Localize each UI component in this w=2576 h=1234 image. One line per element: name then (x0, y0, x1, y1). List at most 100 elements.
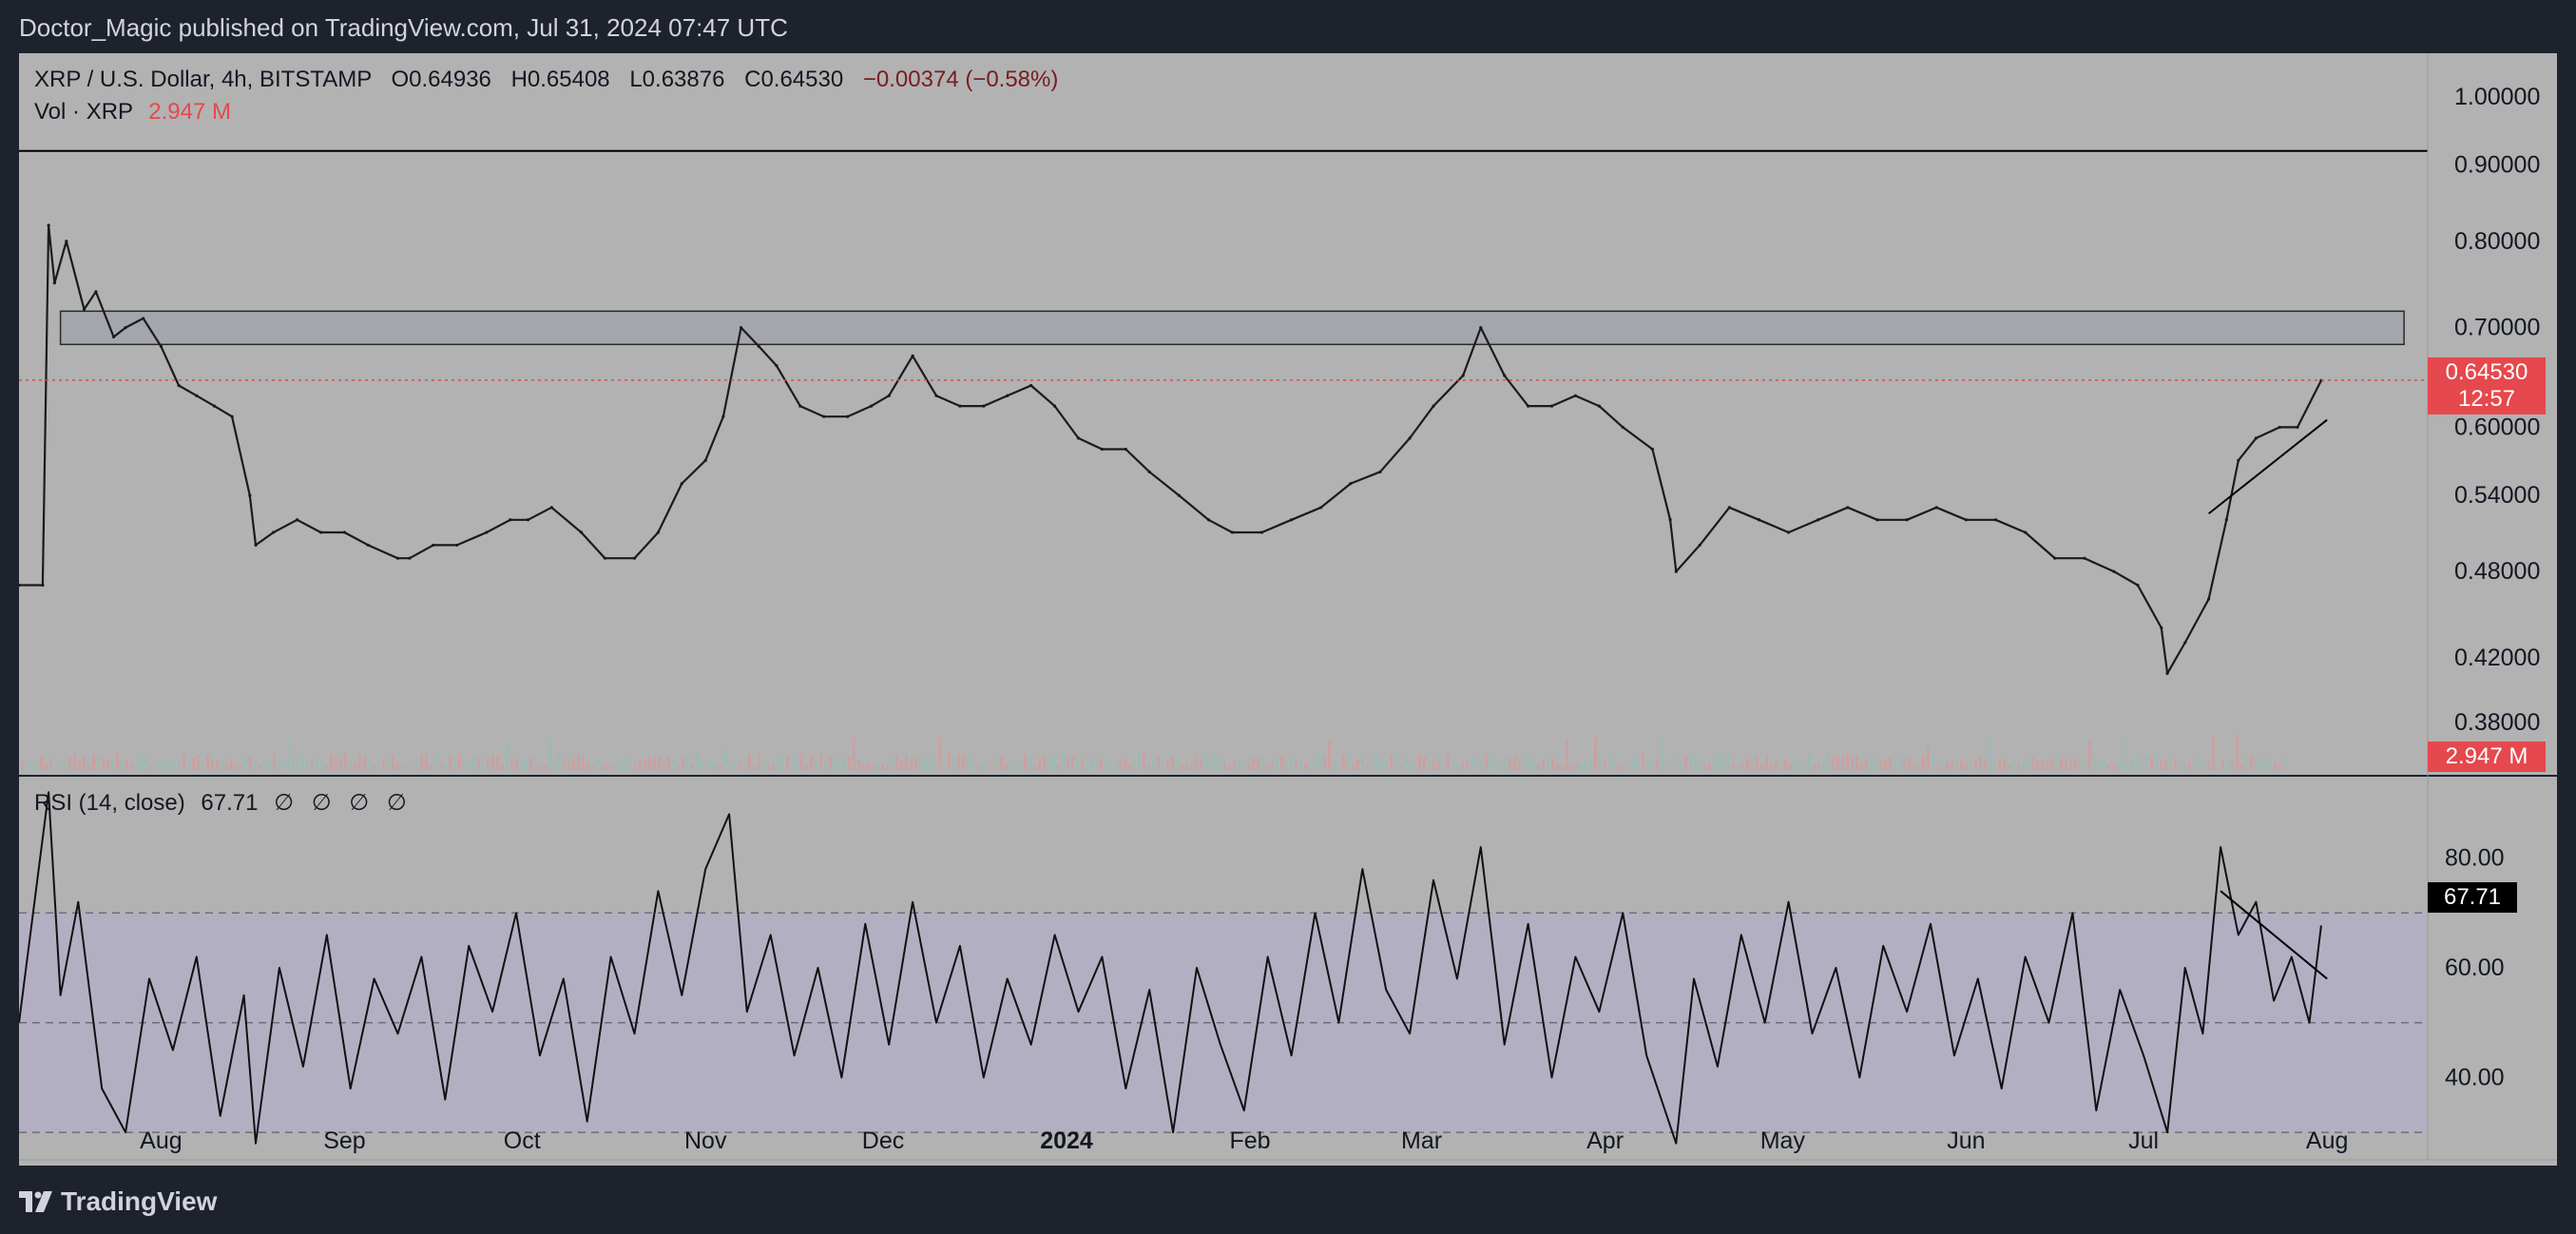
price-point (869, 404, 874, 408)
volume-bar (2245, 757, 2248, 770)
volume-bar (1979, 755, 1982, 770)
volume-bar (1095, 757, 1098, 770)
volume-bar (40, 757, 43, 770)
volume-bar (1147, 765, 1150, 770)
tradingview-logo[interactable]: TradingView (19, 1186, 217, 1217)
rsi-label: RSI (14, close) (34, 790, 185, 816)
volume-bar (1219, 757, 1221, 770)
volume-bar (87, 764, 90, 770)
volume-bar (606, 763, 608, 770)
close-value: C0.64530 (744, 67, 844, 92)
volume-bar (2274, 762, 2277, 770)
price-axis-tick-label: 0.42000 (2454, 645, 2540, 671)
price-point (1408, 436, 1412, 440)
chart-canvas[interactable]: 1.00000 0.90000 0.80000 0.70000 0.60000 0.540… (19, 53, 2557, 1166)
volume-bar (1703, 765, 1706, 770)
volume-bar (1855, 756, 1858, 770)
volume-bar (544, 764, 547, 770)
volume-bar (1642, 753, 1644, 770)
volume-bar (2236, 734, 2239, 770)
volume-bar (1171, 756, 1174, 770)
volume-bar (1062, 753, 1065, 770)
price-point (775, 364, 779, 368)
price-point (982, 404, 986, 408)
volume-bar (268, 760, 271, 770)
volume-bar (439, 762, 442, 770)
volume-bar (1404, 756, 1407, 770)
price-point (455, 543, 459, 548)
price-point (798, 404, 802, 408)
volume-bar (644, 760, 646, 770)
price-point (509, 518, 512, 522)
price-point (2160, 626, 2163, 629)
price-point (1206, 518, 1211, 522)
volume-bar (1936, 765, 1939, 770)
price-point (2024, 530, 2028, 534)
price-point (1549, 404, 1554, 408)
volume-bar (297, 755, 299, 770)
volume-bar (848, 757, 851, 770)
volume-bar (501, 762, 504, 770)
volume-bar (881, 763, 884, 770)
time-axis-tick-label: Sep (323, 1128, 365, 1154)
volume-bar (159, 756, 162, 770)
volume-bar (1247, 762, 1250, 770)
volume-bar (1860, 762, 1863, 770)
volume-bar (895, 755, 898, 770)
chart-area[interactable]: 1.00000 0.90000 0.80000 0.70000 0.60000 0.540… (19, 53, 2557, 1166)
volume-bar (1166, 760, 1169, 770)
volume-bar (1200, 760, 1202, 770)
volume-bar (933, 761, 936, 770)
volume-bar (1204, 753, 1207, 770)
volume-bar (59, 764, 62, 770)
price-point (1100, 447, 1104, 452)
volume-bar (1575, 763, 1578, 770)
volume-bar (54, 765, 57, 770)
volume-bar (1518, 761, 1521, 770)
volume-bar (1109, 762, 1112, 770)
rsi-series-line (19, 791, 2322, 1145)
volume-bar (1523, 754, 1526, 770)
volume-bar (187, 763, 190, 770)
volume-bar (444, 763, 447, 770)
volume-bar (943, 764, 946, 770)
volume-bar (1656, 760, 1659, 770)
volume-bar (781, 753, 784, 770)
volume-bar (206, 755, 209, 770)
volume-bar (1794, 758, 1797, 770)
volume-bar (2169, 753, 2172, 770)
volume-bar (2278, 763, 2281, 770)
volume-bar (401, 764, 404, 770)
volume-bar (1689, 755, 1692, 770)
volume-bar (1271, 762, 1274, 770)
volume-bar (263, 762, 266, 770)
volume-bar (1356, 759, 1359, 770)
volume-bar (292, 761, 295, 770)
volume-bar (1917, 765, 1920, 770)
price-point (212, 404, 217, 408)
volume-bar (791, 764, 794, 770)
volume-bar (487, 756, 490, 770)
volume-bar (805, 763, 808, 770)
volume-bar (1566, 740, 1568, 770)
volume-bar (197, 755, 200, 770)
volume-bar (2269, 759, 2272, 770)
volume-bar (83, 756, 86, 770)
volume-bar (1466, 762, 1469, 770)
price-point (934, 394, 938, 397)
price-point (1147, 470, 1151, 473)
volume-bar (2112, 763, 2115, 770)
price-point (19, 583, 21, 588)
time-axis-tick-label: 2024 (1040, 1128, 1093, 1154)
volume-bar (2022, 761, 2025, 770)
volume-bar (106, 760, 109, 770)
time-axis-tick-label: Feb (1229, 1128, 1270, 1154)
volume-bar (1798, 764, 1801, 770)
volume-bar (639, 760, 642, 770)
volume-bar (1504, 758, 1507, 770)
footer: TradingView (0, 1166, 2576, 1234)
price-point (846, 415, 850, 418)
last-price-value: 0.64530 (2445, 359, 2528, 385)
price-point (1289, 518, 1294, 522)
volume-bar (520, 762, 523, 770)
